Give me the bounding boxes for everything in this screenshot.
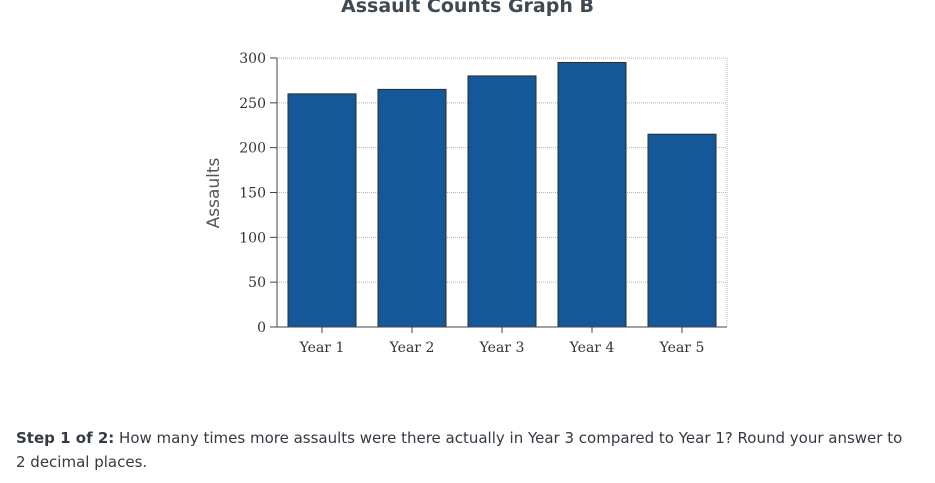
y-tick-label: 300 <box>239 51 266 67</box>
chart-title: Assault Counts Graph B <box>341 0 594 17</box>
step-label: Step 1 of 2: <box>16 429 115 447</box>
x-tick-label: Year 3 <box>479 340 525 356</box>
y-tick-label: 200 <box>239 141 266 157</box>
x-tick-label: Year 1 <box>299 340 345 356</box>
y-tick-label: 250 <box>239 96 266 112</box>
bar <box>647 133 717 328</box>
y-tick-label: 150 <box>239 186 266 202</box>
axes-layer <box>270 57 727 333</box>
y-axis-label: Assaults <box>204 157 224 228</box>
bar-chart-svg: 0 50 100 150 200 250 300 Year 1 Year 2 Year 3 Year… <box>204 51 728 356</box>
bar-chart: 0 50 100 150 200 250 300 Year 1 Year 2 Year 3 Year… <box>204 51 728 356</box>
bar <box>557 61 627 328</box>
x-tick-label: Year 2 <box>389 340 435 356</box>
question-text: Step 1 of 2: How many times more assault… <box>16 426 916 474</box>
bars-layer <box>287 61 717 328</box>
y-tick-label: 100 <box>239 230 266 246</box>
labels-layer: 0 50 100 150 200 250 300 Year 1 Year 2 Year 3 Year… <box>239 51 704 356</box>
bar <box>287 93 357 328</box>
x-tick-label: Year 5 <box>659 340 705 356</box>
x-tick-label: Year 4 <box>569 340 615 356</box>
bar <box>467 75 537 328</box>
y-tick-label: 0 <box>257 320 266 336</box>
y-tick-label: 50 <box>248 275 266 291</box>
bar <box>377 88 447 328</box>
question-body: How many times more assaults were there … <box>16 429 903 471</box>
